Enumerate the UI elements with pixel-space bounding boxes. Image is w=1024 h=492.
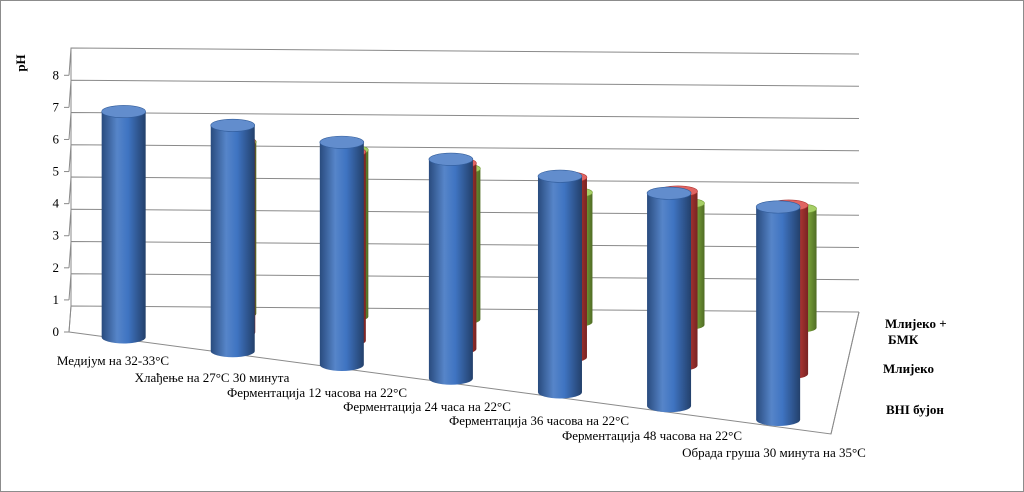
series-label: Млијеко [883, 361, 934, 376]
category-label: Хлађење на 27°C 30 минута [135, 370, 290, 385]
cylinder-body [537, 176, 582, 399]
y-axis-title: pH [13, 54, 28, 71]
cylinder-body [319, 142, 364, 371]
cylinder-body [101, 111, 146, 344]
y-tick-label: 0 [53, 324, 60, 339]
bar-0-6 [755, 200, 801, 426]
gridlines [68, 47, 860, 333]
category-label: Ферментација 12 часова на 22°C [227, 385, 407, 400]
gridline [68, 111, 860, 140]
cylinder-top [101, 105, 146, 119]
gridline [68, 208, 860, 236]
gridline [68, 79, 860, 108]
depth-axis [830, 311, 860, 435]
gridline [68, 305, 860, 333]
category-label: Ферментација 24 часа на 22°C [343, 399, 511, 414]
cylinder-body [428, 159, 473, 385]
gridline [68, 176, 860, 204]
bar-0-5 [646, 186, 692, 413]
cylinder-body [647, 193, 692, 413]
y-tick-label: 6 [53, 131, 60, 146]
y-tick-label: 4 [53, 196, 60, 211]
cylinder-top [210, 118, 256, 132]
cylinder-top [646, 186, 692, 200]
category-label: Обрада груша 30 минута на 35°C [682, 445, 866, 460]
bars [101, 105, 817, 426]
bar-0-1 [210, 118, 256, 358]
category-label: Ферментација 48 часова на 22°C [562, 428, 742, 443]
cylinder-top [755, 200, 801, 214]
bar-0-0 [101, 105, 146, 344]
cylinder-top [319, 135, 365, 149]
series-label: Млијеко + БМК [885, 316, 947, 347]
category-label: Ферментација 36 часова на 22°C [449, 413, 629, 428]
category-label: Медијум на 32-33°C [57, 353, 169, 368]
category-labels: Медијум на 32-33°C Хлађење на 27°C 30 мин… [57, 353, 866, 460]
cylinder-top [537, 169, 583, 183]
y-tick-label: 5 [53, 164, 60, 179]
series-labels: BHI бујон Млијеко Млијеко + БМК [830, 311, 947, 435]
y-axis-ticks: 0 1 2 3 4 5 6 7 8 [53, 67, 69, 339]
gridline [68, 144, 860, 172]
y-tick-label: 2 [53, 260, 60, 275]
y-tick-label: 1 [53, 292, 60, 307]
bar-0-4 [537, 169, 583, 399]
cylinder-body [756, 206, 801, 426]
gridline [68, 273, 860, 300]
y-tick-label: 7 [53, 99, 60, 114]
y-tick-label: 8 [53, 67, 60, 82]
gridline [68, 240, 860, 268]
series-label: BHI бујон [886, 402, 944, 417]
bar-0-3 [428, 152, 474, 385]
bar-0-2 [319, 135, 365, 371]
y-tick-label: 3 [53, 228, 60, 243]
gridline [68, 47, 860, 76]
cylinder-body [210, 125, 255, 358]
cylinder-top [428, 152, 474, 166]
